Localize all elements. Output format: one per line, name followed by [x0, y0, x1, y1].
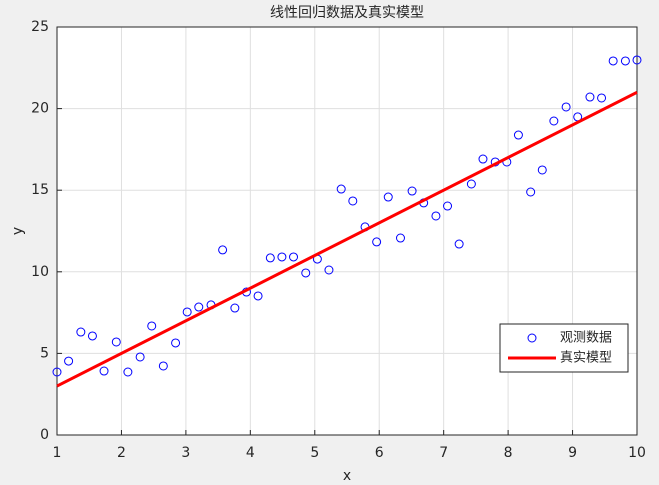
scatter-point	[454, 239, 464, 249]
scatter-point	[443, 201, 453, 211]
scatter-point	[537, 165, 547, 175]
scatter-point	[111, 337, 121, 347]
scatter-point	[608, 56, 618, 66]
plot-area	[57, 27, 637, 435]
scatter-point	[383, 192, 393, 202]
scatter-point	[171, 338, 181, 348]
scatter-point	[52, 367, 62, 377]
line	[56, 90, 638, 388]
legend-symbol	[527, 333, 537, 343]
scatter-point	[135, 352, 145, 362]
scatter-point	[395, 233, 405, 243]
x-tick-label: 9	[568, 445, 577, 461]
scatter-point	[466, 179, 476, 189]
legend-box	[499, 323, 629, 373]
x-tick-label: 3	[181, 445, 190, 461]
x-tick-label: 8	[504, 445, 513, 461]
scatter-point	[182, 307, 192, 317]
scatter-point	[336, 184, 346, 194]
x-tick-label: 4	[246, 445, 255, 461]
legend-label: 观测数据	[560, 331, 612, 346]
scatter-point	[194, 302, 204, 312]
scatter-point	[218, 245, 228, 255]
scatter-point	[99, 366, 109, 376]
scatter-point	[64, 356, 74, 366]
x-tick-label: 2	[117, 445, 126, 461]
scatter-point	[561, 102, 571, 112]
y-tick-label: 5	[40, 345, 49, 361]
scatter-point	[585, 92, 595, 102]
scatter-point	[513, 130, 523, 140]
scatter-point	[620, 56, 630, 66]
x-tick-label: 1	[53, 445, 62, 461]
y-axis-label: y	[10, 227, 26, 235]
scatter-point	[478, 154, 488, 164]
x-tick-label: 6	[375, 445, 384, 461]
y-tick-label: 20	[31, 101, 49, 117]
x-axis-label: x	[343, 468, 351, 484]
scatter-point	[265, 253, 275, 263]
scatter-point	[407, 186, 417, 196]
x-tick-label: 7	[439, 445, 448, 461]
scatter-point	[277, 252, 287, 262]
scatter-point	[597, 93, 607, 103]
y-tick-label: 25	[31, 19, 49, 35]
scatter-point	[526, 187, 536, 197]
chart-title: 线性回归数据及真实模型	[270, 4, 424, 21]
y-tick-label: 10	[31, 264, 49, 280]
scatter-point	[301, 268, 311, 278]
scatter-point	[632, 55, 642, 65]
scatter-point	[549, 116, 559, 126]
scatter-point	[253, 291, 263, 301]
axes-box	[56, 26, 638, 436]
scatter-point	[76, 327, 86, 337]
x-tick-label: 10	[628, 445, 646, 461]
scatter-point	[123, 367, 133, 377]
y-tick-label: 15	[31, 182, 49, 198]
scatter-point	[87, 331, 97, 341]
scatter-point	[230, 303, 240, 313]
scatter-point	[372, 237, 382, 247]
scatter-point	[348, 196, 358, 206]
scatter-point	[431, 211, 441, 221]
x-tick-label: 5	[310, 445, 319, 461]
scatter-point	[158, 361, 168, 371]
scatter-point	[289, 252, 299, 262]
y-tick-label: 0	[40, 427, 49, 443]
legend-label: 真实模型	[560, 351, 612, 366]
scatter-point	[324, 265, 334, 275]
scatter-point	[147, 321, 157, 331]
